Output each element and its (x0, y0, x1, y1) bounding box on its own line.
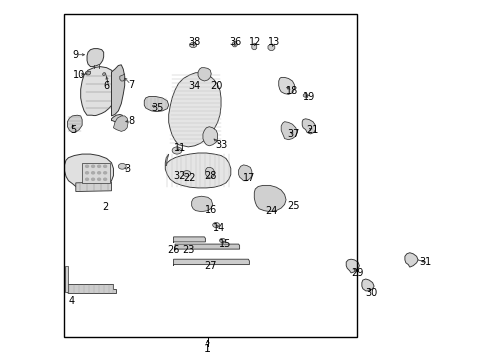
Text: 11: 11 (173, 143, 186, 153)
Text: 14: 14 (212, 222, 225, 233)
Text: 8: 8 (128, 116, 134, 126)
Text: 20: 20 (209, 81, 222, 91)
Polygon shape (87, 49, 103, 67)
Text: 36: 36 (229, 37, 242, 48)
Polygon shape (281, 122, 297, 140)
Text: 17: 17 (243, 173, 255, 183)
Text: 34: 34 (188, 81, 201, 91)
Circle shape (103, 178, 106, 180)
Circle shape (183, 171, 190, 176)
Circle shape (98, 165, 101, 167)
Polygon shape (111, 114, 123, 123)
Text: 24: 24 (264, 206, 277, 216)
Polygon shape (102, 73, 105, 76)
Circle shape (219, 238, 225, 243)
Text: 2: 2 (102, 202, 108, 212)
Circle shape (85, 165, 88, 167)
Text: 31: 31 (418, 257, 431, 267)
Text: 23: 23 (182, 245, 194, 255)
Polygon shape (191, 196, 212, 212)
Polygon shape (67, 115, 82, 132)
Text: 4: 4 (69, 296, 75, 306)
Text: 29: 29 (350, 268, 363, 278)
Polygon shape (82, 163, 110, 183)
Polygon shape (81, 67, 116, 116)
Circle shape (303, 94, 307, 97)
Text: 38: 38 (188, 37, 201, 48)
Circle shape (91, 172, 94, 174)
Polygon shape (165, 153, 230, 188)
Polygon shape (173, 237, 205, 243)
Polygon shape (251, 44, 256, 50)
Text: 7: 7 (128, 80, 134, 90)
Text: 25: 25 (286, 201, 299, 211)
Polygon shape (232, 42, 237, 47)
Polygon shape (346, 259, 359, 273)
Text: 30: 30 (365, 288, 377, 298)
Text: 19: 19 (303, 92, 315, 102)
Text: 16: 16 (204, 204, 217, 215)
Text: 13: 13 (267, 37, 280, 48)
Polygon shape (267, 45, 274, 50)
Circle shape (98, 172, 101, 174)
Text: 10: 10 (73, 69, 85, 80)
Polygon shape (85, 71, 90, 75)
Polygon shape (175, 244, 239, 250)
Text: 27: 27 (203, 261, 216, 271)
Circle shape (85, 172, 88, 174)
Text: 18: 18 (285, 86, 298, 96)
Text: 15: 15 (218, 239, 231, 249)
Circle shape (118, 163, 126, 169)
Text: 3: 3 (124, 164, 130, 174)
Polygon shape (254, 185, 285, 212)
Text: 21: 21 (305, 125, 318, 135)
Polygon shape (64, 154, 113, 190)
Circle shape (103, 172, 106, 174)
Text: 37: 37 (286, 129, 299, 139)
Polygon shape (173, 259, 249, 266)
Circle shape (98, 178, 101, 180)
Polygon shape (120, 74, 124, 81)
Polygon shape (238, 165, 251, 181)
Polygon shape (278, 77, 294, 94)
Circle shape (103, 165, 106, 167)
Text: 33: 33 (214, 140, 227, 150)
Polygon shape (113, 116, 128, 131)
Circle shape (212, 222, 219, 228)
Polygon shape (111, 65, 124, 116)
Text: 1: 1 (204, 344, 211, 354)
Polygon shape (67, 284, 116, 293)
Polygon shape (302, 119, 315, 134)
Text: 6: 6 (103, 81, 109, 91)
Circle shape (91, 178, 94, 180)
Polygon shape (361, 279, 373, 291)
Text: 26: 26 (167, 245, 180, 255)
Text: 35: 35 (151, 103, 163, 113)
Polygon shape (205, 167, 214, 178)
Polygon shape (404, 253, 417, 267)
Polygon shape (189, 42, 196, 48)
Polygon shape (203, 127, 217, 146)
Circle shape (85, 178, 88, 180)
Circle shape (91, 165, 94, 167)
Polygon shape (64, 266, 68, 292)
Text: 12: 12 (248, 37, 261, 48)
Text: 32: 32 (173, 171, 186, 181)
Text: 22: 22 (183, 173, 196, 183)
Polygon shape (76, 182, 111, 192)
Bar (63, 14, 356, 337)
Polygon shape (144, 96, 168, 112)
Text: 9: 9 (73, 50, 79, 60)
Polygon shape (168, 73, 221, 147)
Text: 5: 5 (70, 125, 76, 135)
Circle shape (172, 147, 182, 154)
Polygon shape (198, 68, 211, 81)
Text: 28: 28 (203, 171, 216, 181)
